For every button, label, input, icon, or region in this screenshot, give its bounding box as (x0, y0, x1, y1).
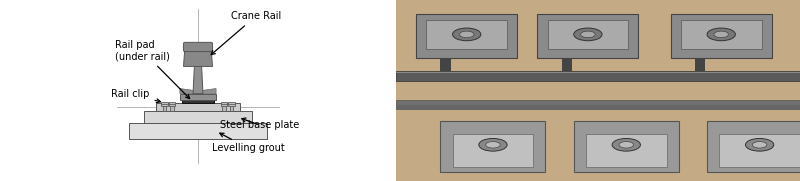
Polygon shape (203, 89, 216, 94)
Circle shape (707, 28, 735, 41)
FancyBboxPatch shape (695, 58, 705, 71)
FancyBboxPatch shape (170, 104, 174, 111)
FancyBboxPatch shape (229, 103, 234, 106)
FancyBboxPatch shape (681, 20, 762, 49)
FancyBboxPatch shape (222, 104, 226, 111)
FancyBboxPatch shape (396, 105, 800, 110)
Polygon shape (193, 66, 203, 94)
Text: Steel base plate: Steel base plate (220, 118, 299, 130)
FancyBboxPatch shape (547, 20, 628, 49)
FancyBboxPatch shape (670, 14, 772, 58)
FancyBboxPatch shape (426, 20, 507, 49)
FancyBboxPatch shape (230, 104, 234, 111)
Polygon shape (183, 47, 213, 66)
FancyBboxPatch shape (221, 103, 227, 106)
FancyBboxPatch shape (707, 121, 800, 172)
Text: Rail pad
(under rail): Rail pad (under rail) (114, 40, 190, 99)
FancyBboxPatch shape (719, 134, 800, 167)
FancyBboxPatch shape (416, 14, 518, 58)
Text: Crane Rail: Crane Rail (211, 11, 281, 55)
FancyBboxPatch shape (229, 102, 234, 104)
FancyBboxPatch shape (169, 103, 175, 106)
FancyBboxPatch shape (130, 123, 266, 139)
Text: Levelling grout: Levelling grout (213, 133, 286, 153)
FancyBboxPatch shape (586, 134, 666, 167)
Circle shape (459, 31, 474, 38)
Circle shape (453, 28, 481, 41)
FancyBboxPatch shape (162, 104, 166, 111)
FancyBboxPatch shape (221, 102, 227, 104)
Text: Rail clip: Rail clip (111, 89, 161, 103)
FancyBboxPatch shape (396, 72, 800, 73)
FancyBboxPatch shape (169, 102, 175, 104)
Polygon shape (180, 89, 193, 94)
FancyBboxPatch shape (562, 58, 572, 71)
FancyBboxPatch shape (182, 100, 214, 103)
Circle shape (612, 138, 641, 151)
Circle shape (752, 142, 767, 148)
FancyBboxPatch shape (574, 121, 679, 172)
FancyBboxPatch shape (441, 121, 546, 172)
Circle shape (581, 31, 595, 38)
FancyBboxPatch shape (538, 14, 638, 58)
FancyBboxPatch shape (162, 103, 167, 106)
FancyBboxPatch shape (396, 71, 800, 81)
Circle shape (479, 138, 507, 151)
Circle shape (486, 142, 500, 148)
Circle shape (714, 31, 729, 38)
Circle shape (574, 28, 602, 41)
FancyBboxPatch shape (144, 111, 252, 123)
FancyBboxPatch shape (156, 103, 240, 111)
Circle shape (746, 138, 774, 151)
FancyBboxPatch shape (396, 100, 800, 105)
FancyBboxPatch shape (183, 42, 213, 52)
FancyBboxPatch shape (180, 94, 216, 100)
FancyBboxPatch shape (441, 58, 450, 71)
Circle shape (619, 142, 634, 148)
FancyBboxPatch shape (453, 134, 534, 167)
FancyBboxPatch shape (396, 0, 800, 181)
FancyBboxPatch shape (162, 102, 167, 104)
